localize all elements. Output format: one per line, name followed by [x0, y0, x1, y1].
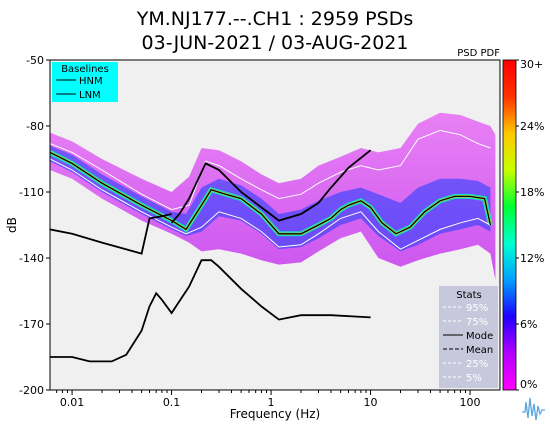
colorbar-tick-label: 6% [520, 318, 537, 331]
stats-legend: Stats 95% 75% Mode Mean 25% 5% [439, 286, 498, 388]
y-tick-label: -50 [26, 54, 44, 67]
x-axis-label: Frequency (Hz) [230, 407, 321, 421]
colorbar-tick-label: 18% [520, 186, 544, 199]
lnm-long-period-line [50, 306, 151, 363]
colorbar [502, 59, 517, 391]
y-axis: -50 -80 -110 -140 -170 -200 [19, 54, 50, 397]
x-tick-label: 100 [460, 396, 481, 409]
stats-legend-box [439, 286, 498, 388]
y-tick-label: -200 [19, 384, 44, 397]
legend-mode-label: Mode [466, 331, 493, 342]
legend-hnm-label: HNM [79, 76, 103, 87]
x-tick-label: 10 [364, 396, 378, 409]
hnm-baseline-line [170, 149, 372, 224]
legend-25-label: 25% [466, 359, 488, 370]
colorbar-tick-label: 12% [520, 252, 544, 265]
colorbar-tick-label: 30+ [520, 58, 543, 71]
x-tick-label: 0.1 [163, 396, 181, 409]
low-frequency-baseline-line [50, 213, 172, 255]
psd-pdf-label: PSD PDF [457, 48, 500, 59]
legend-mean-label: Mean [466, 345, 493, 356]
colorbar-ticks: 0% 6% 12% 18% 24% 30+ [516, 58, 544, 391]
percentile-5-line [50, 158, 491, 250]
x-tick-label: 1 [268, 396, 275, 409]
x-axis: 0.01 0.1 1 10 100 [56, 390, 481, 409]
y-axis-label: dB [5, 217, 19, 233]
legend-75-label: 75% [466, 317, 488, 328]
pdf-concentration-band [50, 145, 491, 252]
baselines-legend: Baselines HNM LNM [52, 62, 118, 102]
plot-area [50, 112, 496, 363]
lnm-baseline-line [148, 259, 371, 321]
seismogram-logo [522, 397, 545, 421]
legend-95-label: 95% [466, 303, 488, 314]
colorbar-tick-label: 0% [520, 378, 537, 391]
percentile-95-line [50, 129, 491, 211]
y-tick-label: -140 [19, 252, 44, 265]
plot-frame [49, 59, 501, 391]
baselines-legend-title: Baselines [61, 64, 109, 75]
stats-legend-title: Stats [456, 290, 482, 301]
chart-title-line2: 03-JUN-2021 / 03-AUG-2021 [142, 32, 409, 54]
legend-lnm-label: LNM [79, 90, 101, 101]
y-tick-label: -80 [26, 120, 44, 133]
legend-5-label: 5% [466, 373, 482, 384]
colorbar-tick-label: 24% [520, 120, 544, 133]
x-tick-label: 0.01 [60, 396, 85, 409]
chart-title-line1: YM.NJ177.--.CH1 : 2959 PSDs [136, 8, 413, 30]
y-tick-label: -170 [19, 318, 44, 331]
y-tick-label: -110 [19, 186, 44, 199]
mode-line [50, 151, 492, 235]
baselines-legend-box [52, 62, 118, 102]
